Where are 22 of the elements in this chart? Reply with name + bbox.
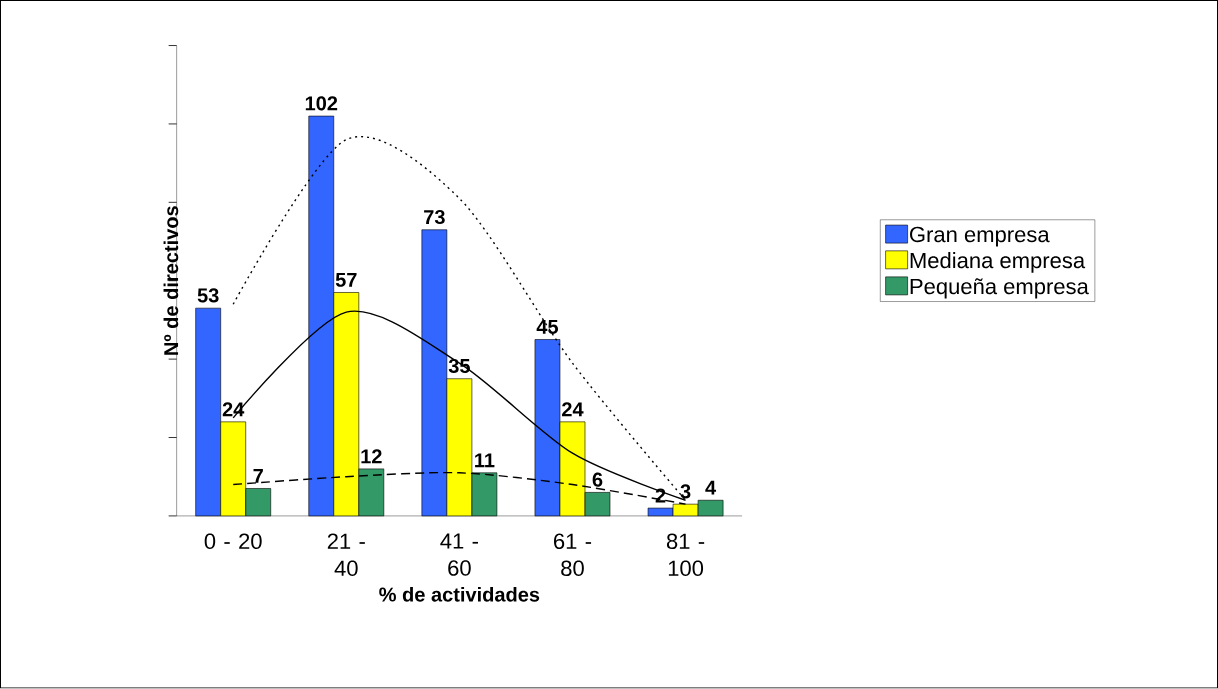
legend-label: Gran empresa xyxy=(910,226,1050,247)
legend-label: Pequeña empresa xyxy=(910,278,1089,299)
data-label: 45 xyxy=(536,320,559,335)
data-label: 3 xyxy=(680,484,691,499)
data-label: 102 xyxy=(305,96,338,111)
data-label: 4 xyxy=(705,481,717,495)
data-label: 73 xyxy=(424,210,445,225)
x-tick-label: 61 - 80 xyxy=(554,533,592,577)
x-tick-label: 41 - 60 xyxy=(440,533,478,577)
y-axis-title: Nº de directivos xyxy=(163,206,179,356)
data-label: 57 xyxy=(335,273,357,288)
legend-label: Mediana empresa xyxy=(910,252,1086,273)
data-label: 6 xyxy=(592,472,603,487)
data-label: 24 xyxy=(562,402,584,417)
data-label: 12 xyxy=(361,449,382,464)
data-label: 7 xyxy=(253,469,263,484)
x-tick-label: 0 - 20 xyxy=(204,533,262,550)
data-label: 53 xyxy=(197,288,219,303)
x-tick-label: 81 - 100 xyxy=(666,533,705,577)
x-axis-title: % de actividades xyxy=(379,587,540,602)
data-label: 11 xyxy=(475,453,495,468)
x-tick-label: 21 - 40 xyxy=(327,533,365,577)
